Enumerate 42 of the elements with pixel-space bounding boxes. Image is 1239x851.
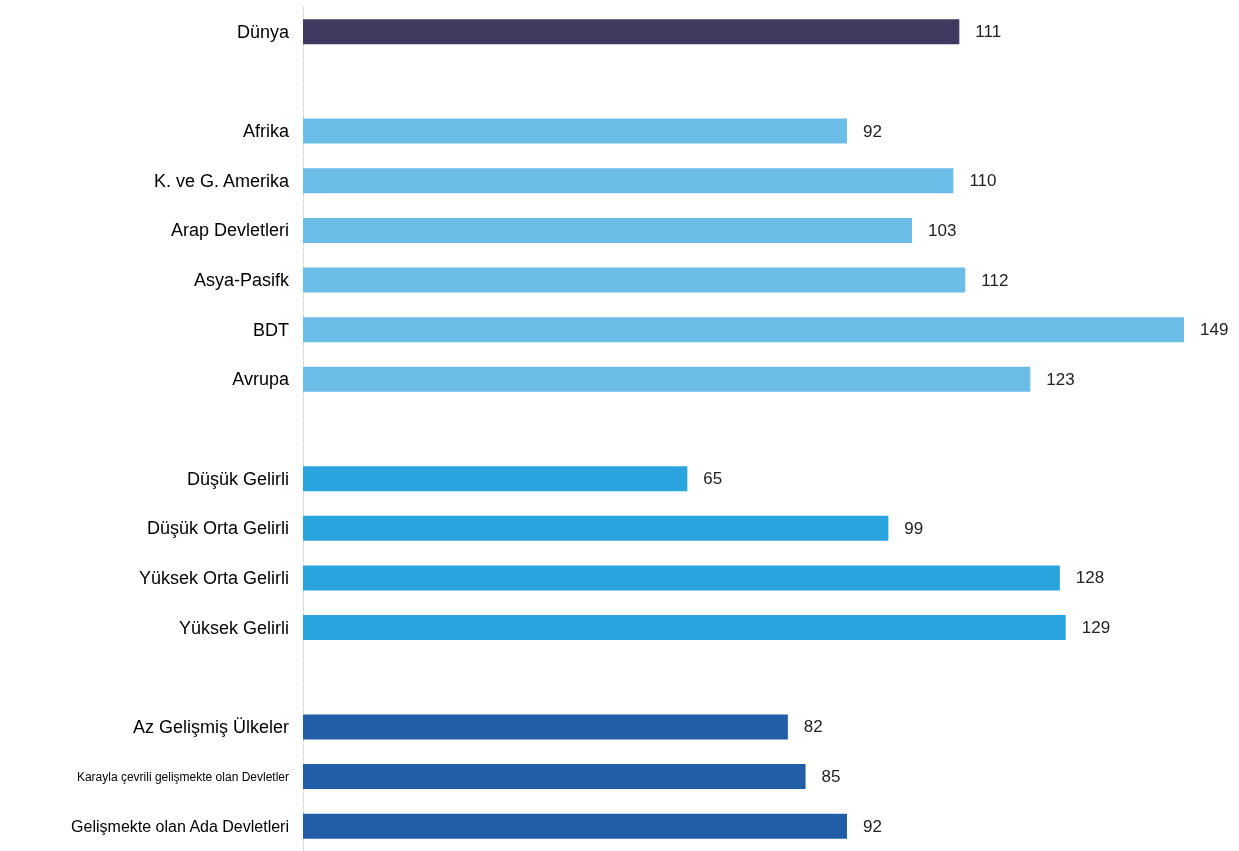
y-tick-label: Gelişmekte olan Ada Devletleri <box>71 817 289 835</box>
y-tick-label: BDT <box>253 319 289 340</box>
bar <box>303 565 1060 591</box>
bar <box>303 714 788 740</box>
y-tick-label: Asya-Pasifk <box>193 270 290 291</box>
data-label: 129 <box>1081 618 1111 638</box>
y-tick-label: Arap Devletleri <box>170 220 289 241</box>
data-label: 123 <box>1046 369 1075 389</box>
y-tick-label: Düşük Orta Gelirli <box>146 518 289 539</box>
bar <box>303 267 966 293</box>
bar <box>303 813 847 839</box>
bar <box>303 217 913 243</box>
data-label: 111 <box>975 22 1002 42</box>
y-tick-label: Az Gelişmiş Ülkeler <box>132 716 289 737</box>
bar <box>303 317 1184 343</box>
y-tick-label: Yüksek Gelirli <box>178 617 289 638</box>
data-label: 92 <box>862 816 882 836</box>
data-label: 85 <box>821 767 841 787</box>
y-tick-label: Düşük Gelirli <box>186 468 289 489</box>
y-tick-label: Avrupa <box>232 369 290 390</box>
y-tick-label: Dünya <box>236 21 290 42</box>
y-tick-label: Afrika <box>242 121 290 142</box>
bar <box>303 615 1066 641</box>
data-label: 128 <box>1075 568 1105 588</box>
bar <box>303 19 960 45</box>
y-tick-label: K. ve G. Amerika <box>153 170 290 191</box>
data-label: 65 <box>703 469 723 489</box>
data-label: 92 <box>862 121 882 141</box>
y-tick-label: Karayla çevrili gelişmekte olan Devletler <box>76 769 289 784</box>
y-tick-label: Yüksek Orta Gelirli <box>138 567 289 588</box>
bar <box>303 466 688 492</box>
bar <box>303 515 889 541</box>
data-label: 82 <box>803 717 823 737</box>
bar <box>303 366 1031 392</box>
data-label: 112 <box>981 270 1009 290</box>
bar <box>303 168 954 194</box>
data-label: 103 <box>928 220 957 240</box>
data-label: 99 <box>904 518 924 538</box>
bar <box>303 118 847 144</box>
data-label: 110 <box>969 171 997 191</box>
bar <box>303 764 806 790</box>
data-label: 149 <box>1200 320 1229 340</box>
